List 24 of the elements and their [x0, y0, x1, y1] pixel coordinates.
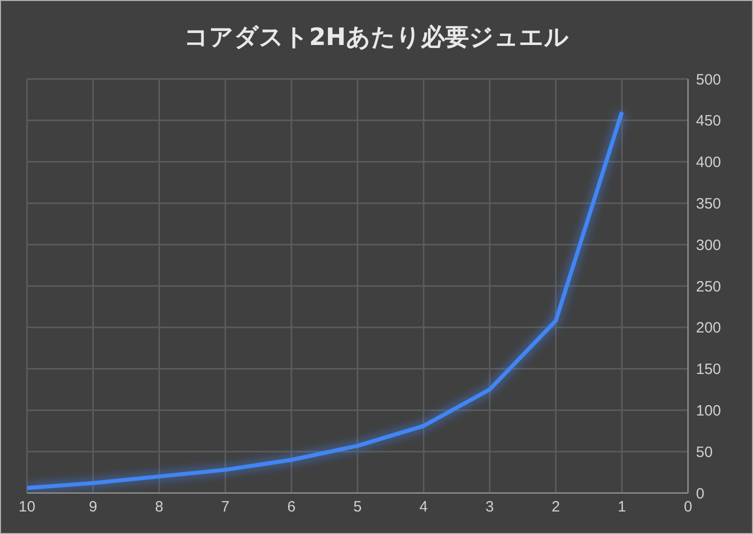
y-tick-label: 500: [696, 71, 722, 88]
x-tick-label: 9: [88, 498, 98, 516]
x-tick-label: 8: [155, 498, 164, 516]
y-tick-label: 300: [696, 236, 722, 254]
x-tick-label: 6: [287, 498, 296, 516]
chart-title: コアダスト2Hあたり必要ジュエル: [183, 22, 570, 53]
y-tick-label: 100: [696, 402, 722, 420]
y-tick-label: 250: [696, 278, 722, 296]
y-tick-label: 150: [696, 361, 722, 378]
x-tick-label: 4: [419, 498, 428, 516]
y-tick-label: 50: [696, 444, 713, 461]
x-tick-label: 0: [684, 498, 692, 516]
line-series: [27, 110, 624, 490]
y-tick-label: 200: [696, 320, 722, 337]
x-tick-label: 3: [486, 498, 494, 516]
y-tick-label: 350: [696, 196, 722, 213]
x-tick-label: 1: [618, 498, 626, 516]
x-tick-label: 2: [552, 498, 560, 516]
y-tick-label: 400: [696, 154, 722, 172]
y-tick-label: 450: [696, 112, 722, 130]
x-tick-label: 5: [353, 498, 362, 516]
x-tick-label: 7: [221, 498, 230, 516]
y-tick-label: 0: [696, 485, 704, 502]
x-tick-label: 10: [18, 498, 36, 516]
